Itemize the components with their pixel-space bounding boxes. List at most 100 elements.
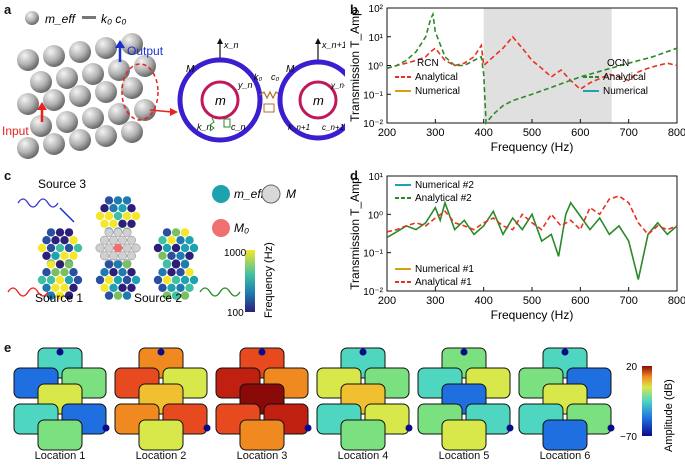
- map-cell: [542, 419, 588, 451]
- network-node: [69, 268, 78, 277]
- network-node: [51, 236, 60, 245]
- network-node: [64, 228, 74, 237]
- meff-legend-ball: [25, 11, 39, 25]
- x-tick-label: 500: [523, 127, 541, 139]
- probe-dot: [203, 424, 211, 432]
- lattice-ball: [30, 71, 52, 93]
- x-tick-label: 500: [523, 295, 541, 307]
- network-node: [37, 275, 47, 285]
- network-node: [176, 283, 185, 292]
- outer-M-right: M: [286, 64, 295, 75]
- network-node: [51, 283, 60, 292]
- network-node: [189, 275, 199, 285]
- source2-label: Source 2: [134, 291, 182, 305]
- series-line: [386, 195, 678, 236]
- lattice-ball: [43, 133, 65, 155]
- map-cell: [340, 419, 386, 451]
- network-node: [42, 268, 51, 277]
- network-node: [109, 283, 118, 292]
- lattice-ball: [17, 137, 39, 159]
- network-node: [122, 211, 132, 221]
- network-node: [153, 275, 163, 285]
- network-node: [127, 283, 136, 292]
- network-node: [127, 219, 136, 228]
- network-node: [104, 196, 114, 205]
- network-node: [118, 283, 127, 292]
- x-tick-label: 600: [571, 295, 589, 307]
- network-node: [113, 291, 123, 300]
- network-node: [55, 243, 65, 253]
- network-node: [127, 251, 136, 261]
- y-tick-label: 10⁻¹: [363, 90, 383, 101]
- network-node: [46, 228, 56, 237]
- network-node: [46, 291, 56, 300]
- network-node: [167, 251, 176, 260]
- legend-rcn-title: RCN: [417, 58, 439, 69]
- network-node: [60, 251, 69, 260]
- network-node: [122, 196, 132, 205]
- source1-wave: [7, 287, 49, 297]
- amplitude-colorbar: [642, 366, 652, 436]
- probe-dot: [460, 348, 468, 356]
- network-node: [180, 275, 190, 285]
- lattice-ball: [56, 67, 78, 89]
- lattice-ball: [69, 85, 91, 107]
- network-node: [167, 283, 176, 292]
- network-node: [46, 275, 56, 285]
- map-cell: [37, 419, 83, 451]
- network-node: [100, 204, 109, 213]
- lattice-balls: [17, 33, 156, 159]
- lattice-ball: [69, 129, 91, 151]
- network-node: [180, 291, 190, 300]
- zoom-arrow: [149, 109, 173, 113]
- network-node: [180, 260, 190, 269]
- network-node: [60, 236, 69, 245]
- amp-cbar-max: 20: [626, 362, 638, 373]
- x-axis-label: Frequency (Hz): [491, 140, 574, 154]
- panel-letter-e: e: [4, 340, 12, 355]
- probe-dot: [405, 424, 413, 432]
- network-node: [180, 243, 190, 253]
- location-label: Location 5: [438, 450, 490, 462]
- network-node: [158, 268, 167, 277]
- panel-letter-c: c: [4, 168, 12, 183]
- y-tick-label: 10⁻²: [363, 119, 383, 130]
- x-axis-label: Frequency (Hz): [491, 308, 574, 322]
- network-node: [69, 236, 78, 245]
- legend-M0-c: M₀: [234, 221, 249, 235]
- lattice-ball: [30, 115, 52, 137]
- x-tick-label: 400: [474, 127, 492, 139]
- kn1-label: k_n+1: [288, 123, 310, 132]
- network-node: [171, 260, 181, 269]
- output-label: Output: [127, 44, 164, 58]
- probe-dot: [304, 424, 312, 432]
- lattice-ball: [56, 111, 78, 133]
- network-node: [73, 275, 83, 285]
- network-node: [60, 283, 69, 292]
- amp-cbar-min: −70: [620, 432, 637, 443]
- probe-dot: [56, 348, 64, 356]
- y-tick-label: 10²: [369, 4, 384, 15]
- legend-rcn-numerical: Numerical: [415, 86, 460, 97]
- network-node: [162, 228, 172, 237]
- map-cell: [441, 419, 487, 451]
- location-label: Location 6: [539, 450, 591, 462]
- panel-letter-d: d: [350, 168, 358, 183]
- amp-cbar-title: Amplitude (dB): [663, 379, 675, 452]
- coupling-damper: [263, 103, 275, 113]
- network-node: [162, 260, 172, 269]
- outer-ring-right: [277, 59, 345, 141]
- lattice-ball: [69, 41, 91, 63]
- network-node: [42, 236, 51, 245]
- y-tick-label: 10⁰: [368, 210, 383, 221]
- network-node: [171, 243, 181, 253]
- network-node: [171, 228, 181, 237]
- x-tick-label: 300: [426, 127, 444, 139]
- outer-ring-left: [177, 57, 263, 143]
- inner-mass-right: [298, 80, 338, 120]
- network-node: [37, 243, 47, 253]
- network-node: [127, 204, 136, 213]
- network-node: [176, 236, 185, 245]
- network-node: [171, 275, 181, 285]
- y-left: y_n: [237, 80, 253, 90]
